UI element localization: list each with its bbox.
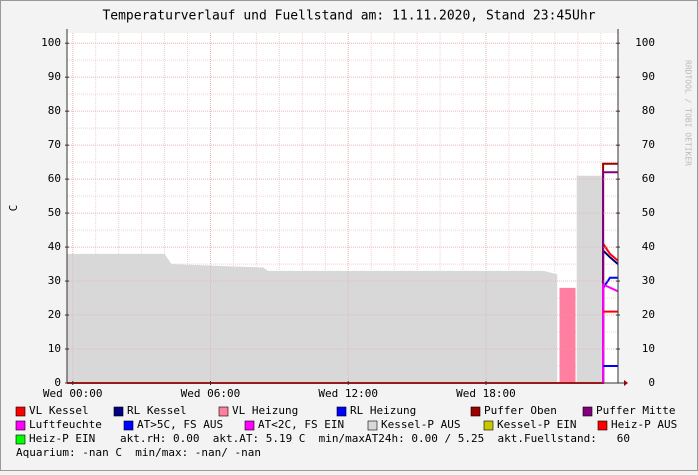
legend-label: VL Kessel: [29, 404, 89, 417]
legend-swatch: [15, 406, 26, 417]
y-tick-label: 30: [48, 274, 61, 287]
legend-label: Heiz-P AUS: [611, 418, 677, 431]
legend-label: AT<2C, FS EIN: [258, 418, 344, 431]
legend-label: Puffer Oben: [484, 404, 557, 417]
chart-title: Temperaturverlauf und Fuellstand am: 11.…: [102, 9, 595, 24]
legend-swatch: [244, 420, 255, 431]
y-tick-label: 90: [48, 70, 61, 83]
legend-swatch: [218, 406, 229, 417]
legend-swatch: [113, 406, 124, 417]
legend-swatch: [336, 406, 347, 417]
y2-tick-label: 30: [642, 274, 655, 287]
stats-line: akt.rH: 0.00 akt.AT: 5.19 C min/maxAT24h…: [120, 432, 630, 445]
line: [602, 282, 619, 383]
legend-swatch: [582, 406, 593, 417]
watermark: RRDTOOL / TOBI OETIKER: [684, 60, 693, 166]
legend-label: VL Heizung: [232, 404, 298, 417]
y-tick-label: 40: [48, 240, 61, 253]
y2-tick-label: 40: [642, 240, 655, 253]
y2-tick-label: 60: [642, 172, 655, 185]
legend-label: AT>5C, FS AUS: [137, 418, 223, 431]
area: [559, 287, 576, 383]
y-tick-label: 50: [48, 206, 61, 219]
y-tick-label: 10: [48, 342, 61, 355]
y2-tick-label: 0: [648, 376, 655, 389]
legend-label: Kessel-P EIN: [497, 418, 576, 431]
legend-swatch: [15, 420, 26, 431]
legend-label: Luftfeuchte: [29, 418, 102, 431]
legend-label: Puffer Mitte: [596, 404, 675, 417]
legend-swatch: [123, 420, 134, 431]
x-tick-label: Wed 12:00: [318, 387, 378, 400]
legend-swatch: [367, 420, 378, 431]
aquarium-line: Aquarium: -nan C min/max: -nan/ -nan: [16, 446, 261, 459]
legend-swatch: [470, 406, 481, 417]
legend-label: RL Heizung: [350, 404, 416, 417]
axis-arrow: [624, 380, 628, 386]
legend-swatch: [597, 420, 608, 431]
y-tick-label: 60: [48, 172, 61, 185]
legend-label: Heiz-P EIN: [29, 432, 95, 445]
y-tick-label: 70: [48, 138, 61, 151]
y2-tick-label: 70: [642, 138, 655, 151]
y-tick-label: 0: [54, 376, 61, 389]
y2-tick-label: 50: [642, 206, 655, 219]
y2-tick-label: 80: [642, 104, 655, 117]
legend-swatch: [483, 420, 494, 431]
legend-swatch: [15, 434, 26, 445]
area: [67, 175, 604, 383]
x-tick-label: Wed 06:00: [181, 387, 241, 400]
legend-label: RL Kessel: [127, 404, 187, 417]
y2-tick-label: 10: [642, 342, 655, 355]
y2-tick-label: 20: [642, 308, 655, 321]
x-tick-label: Wed 18:00: [456, 387, 516, 400]
y2-tick-label: 90: [642, 70, 655, 83]
y-tick-label: 20: [48, 308, 61, 321]
y-axis-label: C: [7, 205, 20, 212]
legend-label: Kessel-P AUS: [381, 418, 460, 431]
y-tick-label: 80: [48, 104, 61, 117]
y-tick-label: 100: [41, 36, 61, 49]
x-tick-label: Wed 00:00: [43, 387, 103, 400]
y2-tick-label: 100: [635, 36, 655, 49]
